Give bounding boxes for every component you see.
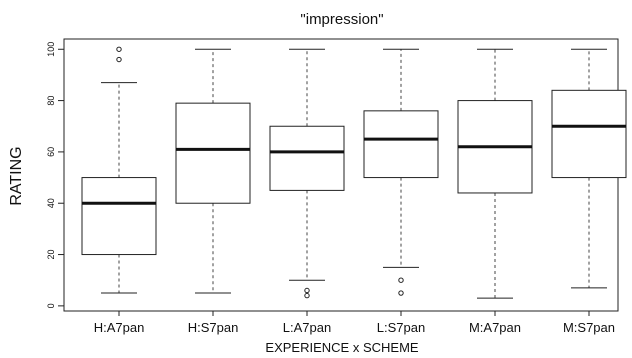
- x-tick-label: M:S7pan: [563, 320, 615, 335]
- box-group: [457, 48, 533, 299]
- y-tick-label: 100: [46, 42, 56, 57]
- outlier-point: [116, 56, 122, 63]
- box-iqr: [363, 110, 439, 179]
- box-group: [81, 46, 157, 294]
- x-axis: H:A7pan H:S7pan L:A7pan L:S7pan M:A7pan M:S7p…: [94, 311, 615, 335]
- x-tick-label: H:S7pan: [188, 320, 239, 335]
- outlier-point: [398, 290, 404, 296]
- y-tick-label: 0: [46, 303, 56, 308]
- outlier-point: [398, 277, 404, 283]
- box-iqr: [175, 102, 251, 204]
- x-tick-label: M:A7pan: [469, 320, 521, 335]
- y-axis-label: RATING: [8, 146, 25, 205]
- box-group: [175, 48, 251, 294]
- box-iqr: [269, 125, 345, 191]
- outlier-point: [304, 292, 310, 299]
- x-tick-label: L:S7pan: [377, 320, 425, 335]
- y-axis: 0 20 40 60 80 100: [46, 42, 64, 308]
- box-iqr: [81, 177, 157, 256]
- box-group: [269, 48, 345, 299]
- y-tick-label: 20: [46, 250, 56, 260]
- y-tick-label: 60: [46, 147, 56, 157]
- x-tick-label: H:A7pan: [94, 320, 145, 335]
- box-group: [363, 48, 439, 296]
- x-axis-label: EXPERIENCE x SCHEME: [265, 340, 418, 355]
- boxes-layer: [81, 46, 627, 299]
- outlier-point: [304, 287, 310, 294]
- y-tick-label: 80: [46, 96, 56, 106]
- box-group: [551, 48, 627, 289]
- box-iqr: [551, 89, 627, 179]
- y-tick-label: 40: [46, 198, 56, 208]
- chart-title: "impression": [300, 11, 383, 28]
- outlier-point: [116, 46, 122, 52]
- x-tick-label: L:A7pan: [283, 320, 331, 335]
